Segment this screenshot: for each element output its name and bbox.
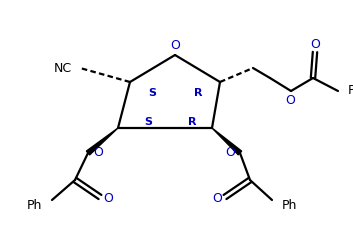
Text: O: O xyxy=(93,145,103,159)
Text: O: O xyxy=(310,39,320,52)
Text: O: O xyxy=(170,40,180,53)
Text: O: O xyxy=(285,94,295,106)
Text: R: R xyxy=(194,88,202,98)
Text: S: S xyxy=(144,117,152,127)
Text: S: S xyxy=(148,88,156,98)
Text: Ph: Ph xyxy=(348,84,353,98)
Text: Ph: Ph xyxy=(26,199,42,211)
Text: R: R xyxy=(188,117,196,127)
Text: O: O xyxy=(225,145,235,159)
Text: NC: NC xyxy=(54,62,72,75)
Polygon shape xyxy=(86,128,118,155)
Text: O: O xyxy=(212,192,222,206)
Text: Ph: Ph xyxy=(282,199,297,211)
Polygon shape xyxy=(212,128,242,155)
Text: O: O xyxy=(103,192,113,206)
